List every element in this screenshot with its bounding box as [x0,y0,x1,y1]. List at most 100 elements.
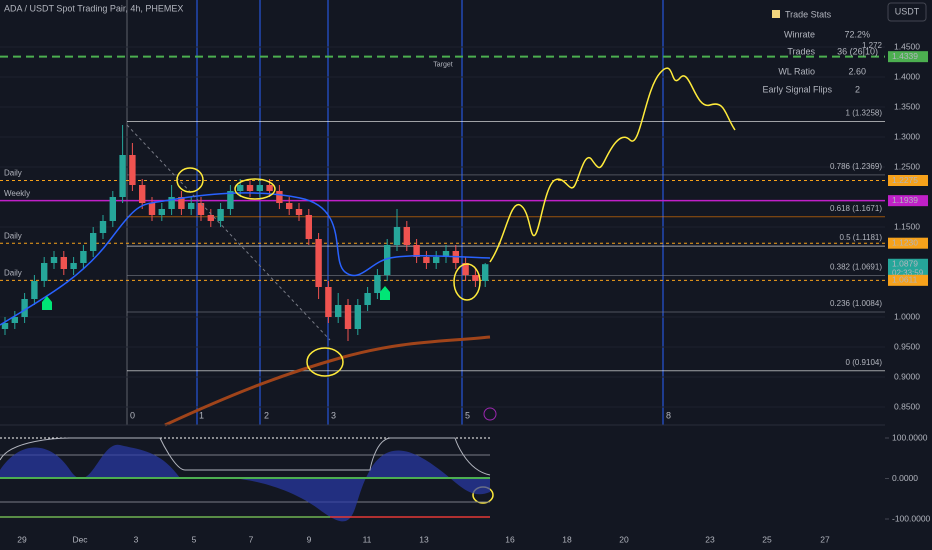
candle-body [246,185,254,191]
fib-label: 0.382 (1.0691) [830,263,882,272]
moving-average [0,192,491,326]
y-tick-label: 0.9000 [894,371,920,381]
currency-button[interactable] [887,2,927,22]
badge-label: 1.1939 [892,195,918,205]
osc-envelope [0,437,491,476]
candle-body [197,203,205,215]
cycle-number: 5 [465,410,470,420]
x-tick-label: 29 [17,534,27,544]
candle-body [129,155,136,185]
cycle-number: 1 [199,410,204,420]
stat-label: WL Ratio [778,66,815,76]
fib-label: 0.786 (1.2369) [830,162,882,171]
x-tick-label: 5 [192,534,197,544]
osc-area [0,444,490,522]
stat-value: 36 (26|10) [837,46,878,56]
cycle-number: 2 [264,410,269,420]
y-tick-label: 1.4500 [894,41,920,51]
candle-body [80,251,87,263]
level-label: Daily [4,169,22,178]
level-label: Daily [4,231,22,240]
fib-label: 0 (0.9104) [846,358,883,367]
y-tick-label: 1.3000 [894,131,920,141]
candle-body [90,233,97,251]
stat-label: Early Signal Flips [762,84,832,94]
y-tick-label: 1.1500 [894,221,920,231]
forecast-drawing [489,67,736,263]
cycle-numbers: 0 1 2 3 5 8 [130,410,671,420]
y-tick-label: 1.4000 [894,71,920,81]
candle-body [99,221,107,233]
price-badge [888,175,928,186]
candle-body [178,197,185,209]
candle-body [188,203,195,209]
level-label: Daily [4,268,22,277]
candle-body [403,227,410,245]
y-tick-label: 0.8500 [894,401,920,411]
target-label: Target [433,62,453,69]
candle-body [60,257,67,269]
x-tick-label: 16 [505,534,515,544]
title: ADA / USDT Spot Trading Pair, 4h, PHEMEX [4,3,183,13]
candle-body [217,209,224,221]
x-tick-label: 25 [762,534,772,544]
candle-body [335,305,342,317]
highlight [453,263,481,301]
badge-label: 1.2275 [892,175,918,185]
stat-label: Winrate [784,29,815,39]
y-tick-label: 1.3500 [894,101,920,111]
stats-panel: Trade Stats Winrate 72.2% Trades 36 (26|… [762,9,930,523]
osc-tick-label: 0.0000 [892,473,918,483]
candle-body [31,281,38,299]
oscillator [0,437,491,522]
candle-body [305,215,312,239]
price-badge [888,51,928,63]
candle-body [462,263,469,275]
candle-body [119,155,126,197]
price-badge [888,237,928,249]
candle-body [374,275,381,293]
y-tick-label: 1.0000 [894,311,920,321]
fib-trend [126,124,331,341]
candle-body [158,209,165,215]
candle-body [364,293,371,305]
x-tick-label: 11 [363,534,372,544]
candle-body [139,185,146,203]
x-tick-label: 7 [249,534,254,544]
candle-body [482,264,489,281]
candle-body [41,263,48,281]
candle-body [109,197,116,221]
y-tick-label: 0.9500 [894,341,920,351]
currency: USDT [895,6,920,16]
candle-body [325,287,332,317]
candle-body [393,227,401,245]
y-tick-label: 1.2500 [894,161,920,171]
x-tick-label: 3 [134,534,139,544]
x-tick-label: 27 [820,534,830,544]
time-axis: 29 Dec 3 5 7 9 11 13 16 18 20 23 25 27 [17,534,830,544]
candle-body [354,305,361,329]
candle-body [70,263,77,269]
stat-value: 2 [855,84,860,94]
fib-label: 1 (1.3258) [846,109,883,118]
x-tick-label: 18 [562,534,572,544]
candle-body [237,185,244,191]
x-tick-label: Dec [72,534,88,544]
stat-value: 2.60 [848,66,866,76]
cycle-number: 8 [666,410,671,420]
lightning-icon[interactable] [483,407,497,421]
price-badge [888,258,928,279]
target-ratio: 1.272 [862,41,883,50]
cycle-number: 3 [331,410,336,420]
fib-label: 0.5 (1.1181) [839,233,882,242]
candle-body [413,245,420,257]
candle-body [168,197,175,209]
stat-label: Trades [787,46,815,56]
highlight [176,167,204,193]
price-badge [888,274,928,286]
candle-body [207,215,214,221]
x-tick-label: 9 [307,534,312,544]
candle-body [295,209,303,215]
badge-label: 1.1230 [892,237,918,247]
candle-body [286,203,293,209]
